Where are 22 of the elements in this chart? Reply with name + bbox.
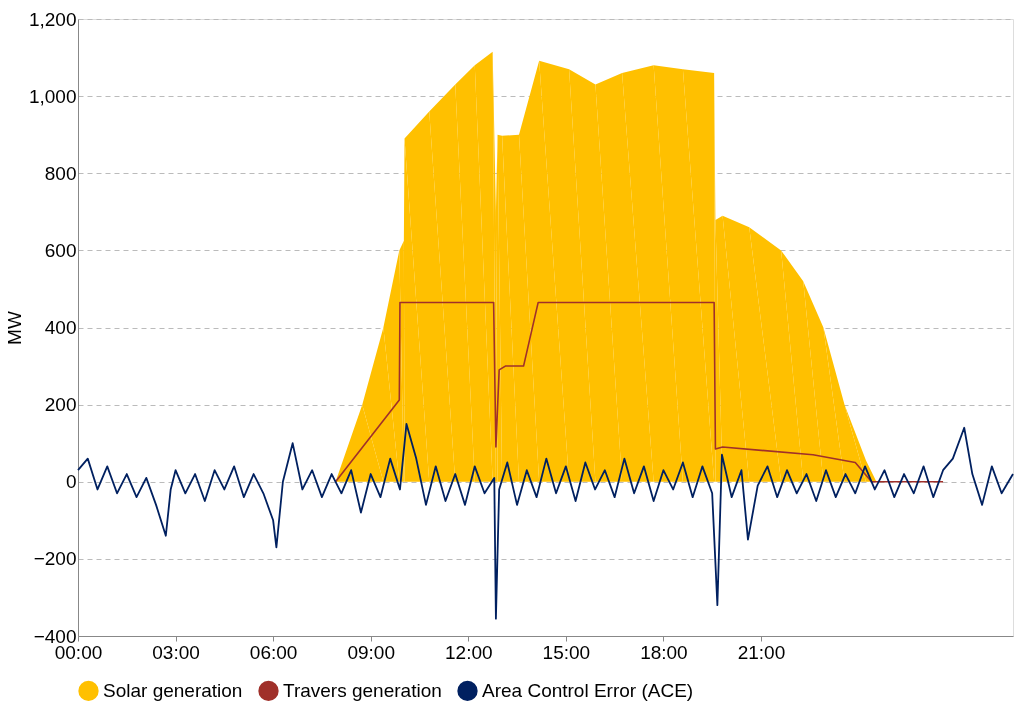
line-series (77, 423, 1014, 620)
y-tick-label: 0 (65, 471, 77, 493)
x-tick-label: 18:00 (640, 641, 688, 663)
x-tick-label: 03:00 (152, 641, 200, 663)
x-tick-label: 09:00 (347, 641, 395, 663)
x-tick-label: 06:00 (249, 641, 298, 663)
x-tick-label: 12:00 (444, 641, 493, 663)
legend-label: Area Control Error (ACE) (482, 679, 694, 701)
line-series (334, 301, 944, 483)
y-tick-label: −400 (33, 625, 77, 647)
legend-label: Solar generation (103, 679, 243, 701)
legend-label: Travers generation (283, 679, 442, 701)
x-tick-label: 21:00 (737, 641, 786, 663)
y-tick-label: 1,000 (28, 85, 77, 107)
y-tick-label: 800 (44, 162, 77, 184)
y-tick-label: 200 (44, 394, 77, 416)
x-tick-label: 15:00 (542, 641, 591, 663)
y-tick-label: −200 (33, 548, 77, 570)
y-tick-label: 600 (44, 239, 77, 261)
y-axis-title: MW (3, 311, 25, 345)
y-tick-label: 1,200 (28, 8, 77, 30)
y-tick-label: 400 (44, 317, 77, 338)
